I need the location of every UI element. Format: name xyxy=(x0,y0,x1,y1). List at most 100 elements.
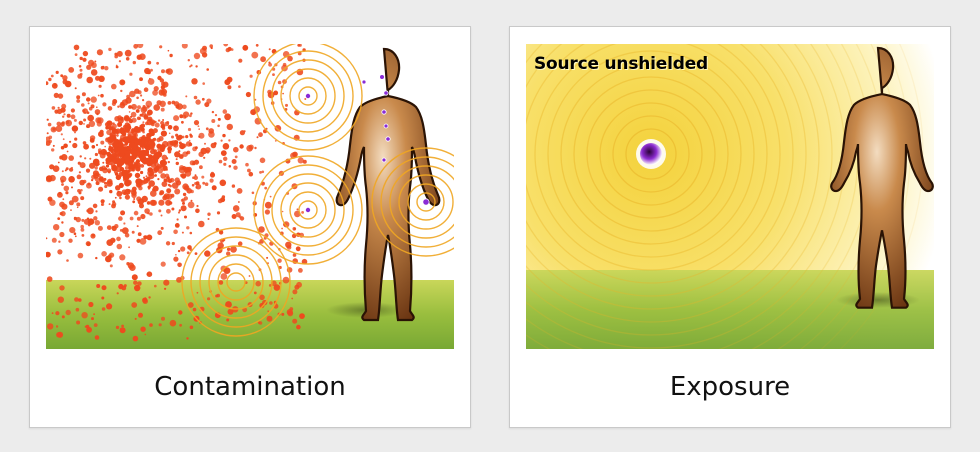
particle xyxy=(100,140,105,145)
particle xyxy=(245,162,249,167)
particle xyxy=(116,162,122,168)
particle xyxy=(168,201,173,205)
particle xyxy=(75,307,80,312)
contamination-card[interactable]: Contamination xyxy=(29,26,471,428)
particle xyxy=(228,165,232,168)
particle xyxy=(61,221,64,224)
particle xyxy=(286,309,293,316)
particle xyxy=(57,217,61,221)
particle xyxy=(201,175,205,179)
particle xyxy=(248,171,254,177)
particle xyxy=(101,251,107,257)
particle xyxy=(227,308,234,315)
particle xyxy=(111,101,116,106)
particle xyxy=(50,126,57,133)
particle xyxy=(119,229,123,232)
particle xyxy=(93,313,95,316)
contamination-spot xyxy=(381,157,387,163)
particle xyxy=(152,89,158,96)
particle xyxy=(176,218,179,221)
particle xyxy=(82,57,87,62)
particle xyxy=(82,108,88,114)
particle xyxy=(160,124,164,129)
particle xyxy=(61,203,68,210)
particle xyxy=(128,111,131,113)
particle xyxy=(213,142,217,146)
particle xyxy=(90,69,98,76)
particle xyxy=(150,68,153,72)
particle xyxy=(87,114,94,122)
particle xyxy=(84,157,87,160)
particle xyxy=(202,82,205,85)
particle xyxy=(122,136,129,143)
particle xyxy=(293,227,296,230)
particle xyxy=(81,218,85,222)
particle xyxy=(189,325,194,330)
radiation-ring xyxy=(262,164,354,256)
contamination-spot xyxy=(361,79,367,85)
particle xyxy=(167,101,172,105)
particle xyxy=(119,138,124,143)
particle xyxy=(98,186,104,192)
particle xyxy=(91,145,96,149)
particle xyxy=(302,159,307,164)
particle xyxy=(177,262,182,268)
particle xyxy=(195,208,200,214)
particle xyxy=(97,225,103,231)
radiation-ring xyxy=(217,263,255,301)
particle xyxy=(147,78,155,85)
radiation-ring xyxy=(625,128,677,180)
particle xyxy=(86,76,93,84)
particle xyxy=(81,92,86,97)
particle xyxy=(61,121,65,125)
particle xyxy=(130,128,135,134)
particle xyxy=(65,309,71,316)
particle xyxy=(51,237,57,243)
particle xyxy=(179,165,185,171)
particle xyxy=(111,164,118,172)
particle xyxy=(57,296,64,303)
particle xyxy=(137,44,144,49)
particle xyxy=(119,79,126,86)
particle xyxy=(218,230,224,235)
particle xyxy=(175,161,179,166)
particle xyxy=(74,235,77,238)
particle xyxy=(79,68,83,72)
particle xyxy=(166,188,172,194)
particle xyxy=(153,149,157,153)
particle xyxy=(122,173,130,181)
particle xyxy=(142,99,145,102)
particle xyxy=(92,203,98,209)
particle xyxy=(292,253,297,257)
particle xyxy=(74,137,78,141)
particle xyxy=(156,100,162,106)
particle xyxy=(98,176,104,182)
exposure-card[interactable]: Source unshielded Exposure xyxy=(509,26,951,428)
radiation-source-icon xyxy=(640,143,662,165)
particle xyxy=(153,137,157,141)
particle xyxy=(70,209,72,212)
particle xyxy=(159,191,163,196)
particle xyxy=(85,168,91,173)
particle xyxy=(143,113,149,119)
particle xyxy=(108,203,111,206)
particle xyxy=(119,327,126,334)
particle xyxy=(217,242,224,249)
particle xyxy=(247,168,251,173)
particle xyxy=(68,238,73,243)
particle xyxy=(155,151,163,158)
human-figure-icon xyxy=(335,47,441,322)
particle xyxy=(133,198,136,200)
particle xyxy=(249,74,253,78)
particle xyxy=(65,167,69,171)
particle xyxy=(175,158,178,161)
particle xyxy=(124,127,130,133)
particle xyxy=(162,159,166,163)
particle xyxy=(223,267,231,274)
particle xyxy=(201,97,205,101)
particle xyxy=(254,146,257,150)
particle xyxy=(159,45,163,49)
particle xyxy=(54,83,57,87)
particle xyxy=(268,284,272,287)
particle xyxy=(245,91,251,98)
